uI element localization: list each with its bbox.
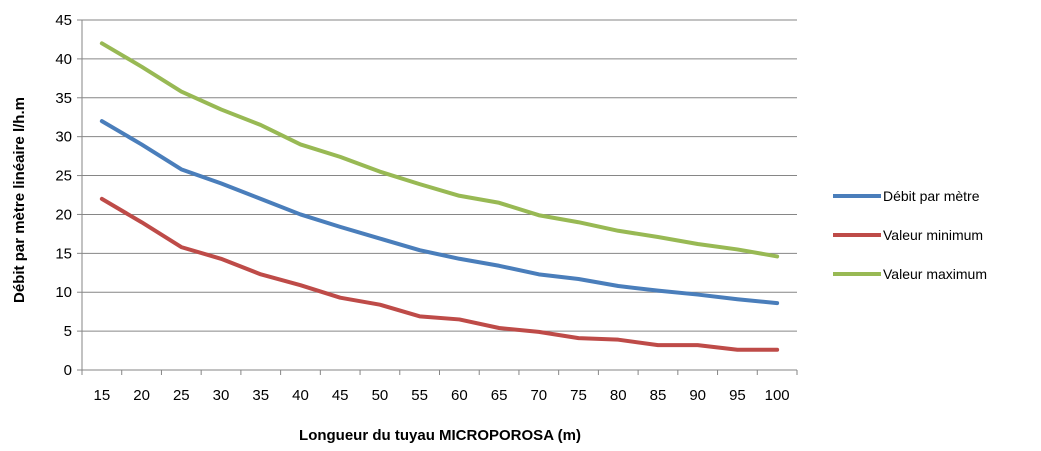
x-tick-label: 60 xyxy=(451,387,468,404)
y-tick-label: 5 xyxy=(64,323,72,340)
y-tick-label: 0 xyxy=(64,362,72,379)
x-tick-label: 85 xyxy=(650,387,667,404)
x-tick-label: 25 xyxy=(173,387,190,404)
x-tick-label: 20 xyxy=(133,387,150,404)
y-tick-label: 20 xyxy=(55,206,72,223)
y-tick-label: 25 xyxy=(55,168,72,185)
x-tick-label: 80 xyxy=(610,387,627,404)
x-tick-label: 100 xyxy=(765,387,790,404)
legend-label: Valeur minimum xyxy=(883,227,983,243)
legend-label: Débit par mètre xyxy=(883,188,980,204)
y-tick-label: 45 xyxy=(55,12,72,29)
x-tick-label: 35 xyxy=(252,387,269,404)
y-tick-label: 35 xyxy=(55,90,72,107)
y-tick-label: 10 xyxy=(55,284,72,301)
x-tick-label: 30 xyxy=(213,387,230,404)
y-tick-label: 40 xyxy=(55,51,72,68)
y-axis-title: Débit par mètre linéaire l/h.m xyxy=(11,97,28,303)
x-tick-label: 55 xyxy=(411,387,428,404)
x-tick-label: 45 xyxy=(332,387,349,404)
x-tick-label: 65 xyxy=(491,387,508,404)
x-tick-label: 95 xyxy=(729,387,746,404)
x-tick-label: 50 xyxy=(372,387,389,404)
y-tick-label: 30 xyxy=(55,129,72,146)
x-tick-label: 90 xyxy=(689,387,706,404)
x-axis-title: Longueur du tuyau MICROPOROSA (m) xyxy=(299,427,581,444)
x-tick-label: 15 xyxy=(94,387,111,404)
legend-label: Valeur maximum xyxy=(883,266,987,282)
y-tick-label: 15 xyxy=(55,245,72,262)
x-tick-label: 70 xyxy=(530,387,547,404)
x-tick-label: 40 xyxy=(292,387,309,404)
x-tick-label: 75 xyxy=(570,387,587,404)
